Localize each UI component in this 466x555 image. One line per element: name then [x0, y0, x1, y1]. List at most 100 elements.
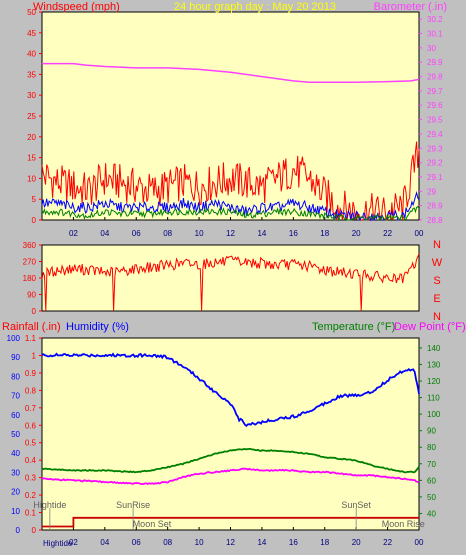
humidity-x-tick-label: 10: [195, 538, 204, 547]
humidity-plot-area: [41, 337, 420, 531]
rain-tick-label: 0.4: [25, 456, 37, 465]
baro-right-tick-label: 29.5: [427, 116, 443, 125]
direction-tick-label: 360: [23, 241, 37, 250]
event-label: Hightide: [33, 500, 66, 510]
humidity-tick-label: 90: [11, 353, 20, 362]
direction-tick-label: 270: [23, 258, 37, 267]
event-label: Moon Rise: [382, 519, 425, 529]
compass-letter-n: N: [433, 239, 441, 251]
temp-tick-label: 70: [427, 460, 436, 469]
direction-plot-area: [41, 244, 420, 312]
wind-left-tick-label: 35: [27, 70, 36, 79]
wind-left-tick-label: 30: [27, 91, 36, 100]
temp-tick-label: 90: [427, 427, 436, 436]
temp-tick-label: 120: [427, 377, 441, 386]
baro-right-tick-label: 29.8: [427, 73, 443, 82]
humidity-x-tick-label: 02: [69, 538, 78, 547]
event-label: SunRise: [116, 500, 150, 510]
humidity-tick-label: 20: [11, 488, 20, 497]
wind-x-tick-label: 00: [415, 229, 424, 238]
rain-tick-label: 0.6: [25, 421, 37, 430]
wind-x-tick-label: 14: [257, 229, 266, 238]
wind-x-tick-label: 04: [100, 229, 109, 238]
rain-tick-label: 0.8: [25, 386, 37, 395]
rain-tick-label: 0.2: [25, 491, 37, 500]
baro-right-tick-label: 29.7: [427, 87, 443, 96]
humidity-x-tick-label: 08: [163, 538, 172, 547]
compass-letter-e: E: [433, 293, 440, 305]
humidity-tick-label: 50: [11, 430, 20, 439]
event-label: SunSet: [341, 500, 371, 510]
humidity-x-tick-label: 18: [320, 538, 329, 547]
temp-tick-label: 60: [427, 476, 436, 485]
wind-left-tick-label: 15: [27, 154, 36, 163]
baro-right-tick-label: 29: [427, 187, 436, 196]
rain-tick-label: 0.5: [25, 439, 37, 448]
baro-right-tick-label: 28.8: [427, 216, 443, 225]
rain-tick-label: 0.7: [25, 404, 37, 413]
humidity-line: [41, 352, 420, 427]
wind-left-tick-label: 5: [32, 195, 37, 204]
humidity-tick-label: 80: [11, 372, 20, 381]
direction-tick-label: 0: [32, 307, 37, 316]
humidity-x-tick-label: 04: [100, 538, 109, 547]
wind-left-tick-label: 10: [27, 174, 36, 183]
wind-x-tick-label: 22: [383, 229, 392, 238]
humidity-x-tick-label: 06: [132, 538, 141, 547]
humidity-x-tick-label: 22: [383, 538, 392, 547]
compass-letter-s: S: [433, 275, 440, 287]
baro-right-tick-label: 29.9: [427, 58, 443, 67]
barometer-axis-title: Barometer (.in): [374, 1, 447, 13]
baro-right-tick-label: 28.9: [427, 202, 443, 211]
compass-letter-n: N: [433, 311, 441, 323]
baro-right-tick-label: 29.3: [427, 144, 443, 153]
temperature-line: [41, 447, 420, 474]
humidity-tick-label: 0: [16, 526, 21, 535]
wind-left-tick-label: 0: [32, 216, 37, 225]
rain-tick-label: 1.1: [25, 334, 37, 343]
direction-tick-label: 90: [27, 291, 36, 300]
windspeed-low-line: [41, 205, 420, 222]
wind-left-tick-label: 50: [27, 8, 36, 17]
baro-right-tick-label: 29.1: [427, 173, 443, 182]
rain-tick-label: 0: [32, 526, 37, 535]
wind-left-tick-label: 40: [27, 50, 36, 59]
temp-tick-label: 50: [427, 493, 436, 502]
wind-plot-area: [41, 11, 420, 221]
temperature-axis-title: Temperature (°F): [312, 321, 395, 333]
humidity-tick-label: 100: [7, 334, 21, 343]
baro-right-tick-label: 29.2: [427, 159, 443, 168]
wind-x-tick-label: 20: [352, 229, 361, 238]
baro-right-tick-label: 30: [427, 44, 436, 53]
wind-x-tick-label: 06: [132, 229, 141, 238]
humidity-axis-title: Humidity (%): [66, 321, 129, 333]
baro-right-tick-label: 29.4: [427, 130, 443, 139]
wind-direction-line: [41, 253, 420, 312]
humidity-tick-label: 10: [11, 507, 20, 516]
wind-x-tick-label: 18: [320, 229, 329, 238]
humidity-tick-label: 30: [11, 468, 20, 477]
event-label-axis: Hightide: [43, 539, 73, 548]
baro-right-tick-label: 29.6: [427, 101, 443, 110]
humidity-tick-label: 70: [11, 392, 20, 401]
event-label: Moon Set: [133, 519, 172, 529]
rain-tick-label: 0.3: [25, 474, 37, 483]
wind-left-tick-label: 25: [27, 112, 36, 121]
humidity-x-tick-label: 14: [257, 538, 266, 547]
baro-right-tick-label: 30.2: [427, 15, 443, 24]
wind-x-tick-label: 10: [195, 229, 204, 238]
temp-tick-label: 110: [427, 394, 440, 403]
humidity-x-tick-label: 00: [415, 538, 424, 547]
rain-tick-label: 1: [32, 351, 37, 360]
temp-tick-label: 40: [427, 509, 436, 518]
dewpoint-line: [41, 467, 420, 486]
temp-tick-label: 80: [427, 443, 436, 452]
rain-tick-label: 0.1: [25, 509, 37, 518]
barometer-line: [42, 62, 420, 84]
wind-left-tick-label: 45: [27, 29, 36, 38]
baro-right-tick-label: 30.1: [427, 30, 443, 39]
humidity-x-tick-label: 20: [352, 538, 361, 547]
humidity-tick-label: 60: [11, 411, 20, 420]
